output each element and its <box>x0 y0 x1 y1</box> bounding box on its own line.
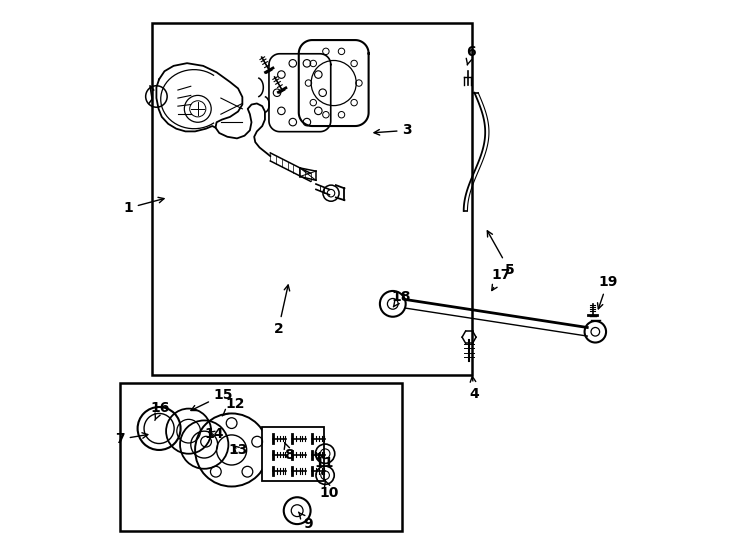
FancyBboxPatch shape <box>262 427 324 481</box>
Text: 10: 10 <box>320 481 339 500</box>
Text: 18: 18 <box>391 290 410 307</box>
FancyBboxPatch shape <box>152 23 472 375</box>
Text: 8: 8 <box>284 443 294 462</box>
Text: 7: 7 <box>115 432 148 446</box>
Text: 5: 5 <box>487 231 515 277</box>
Text: 15: 15 <box>191 388 233 410</box>
Text: 11: 11 <box>314 454 334 470</box>
FancyBboxPatch shape <box>120 383 402 531</box>
Text: 2: 2 <box>274 285 290 336</box>
Text: 12: 12 <box>222 397 245 416</box>
Text: 14: 14 <box>204 427 224 441</box>
Text: 3: 3 <box>374 123 412 137</box>
Text: 19: 19 <box>597 275 617 309</box>
Text: 17: 17 <box>492 268 511 291</box>
Text: 1: 1 <box>123 197 164 215</box>
Text: 6: 6 <box>466 45 476 65</box>
Text: 16: 16 <box>150 401 170 421</box>
Text: 4: 4 <box>470 376 479 401</box>
Text: 9: 9 <box>299 512 313 531</box>
Text: 13: 13 <box>228 443 248 457</box>
